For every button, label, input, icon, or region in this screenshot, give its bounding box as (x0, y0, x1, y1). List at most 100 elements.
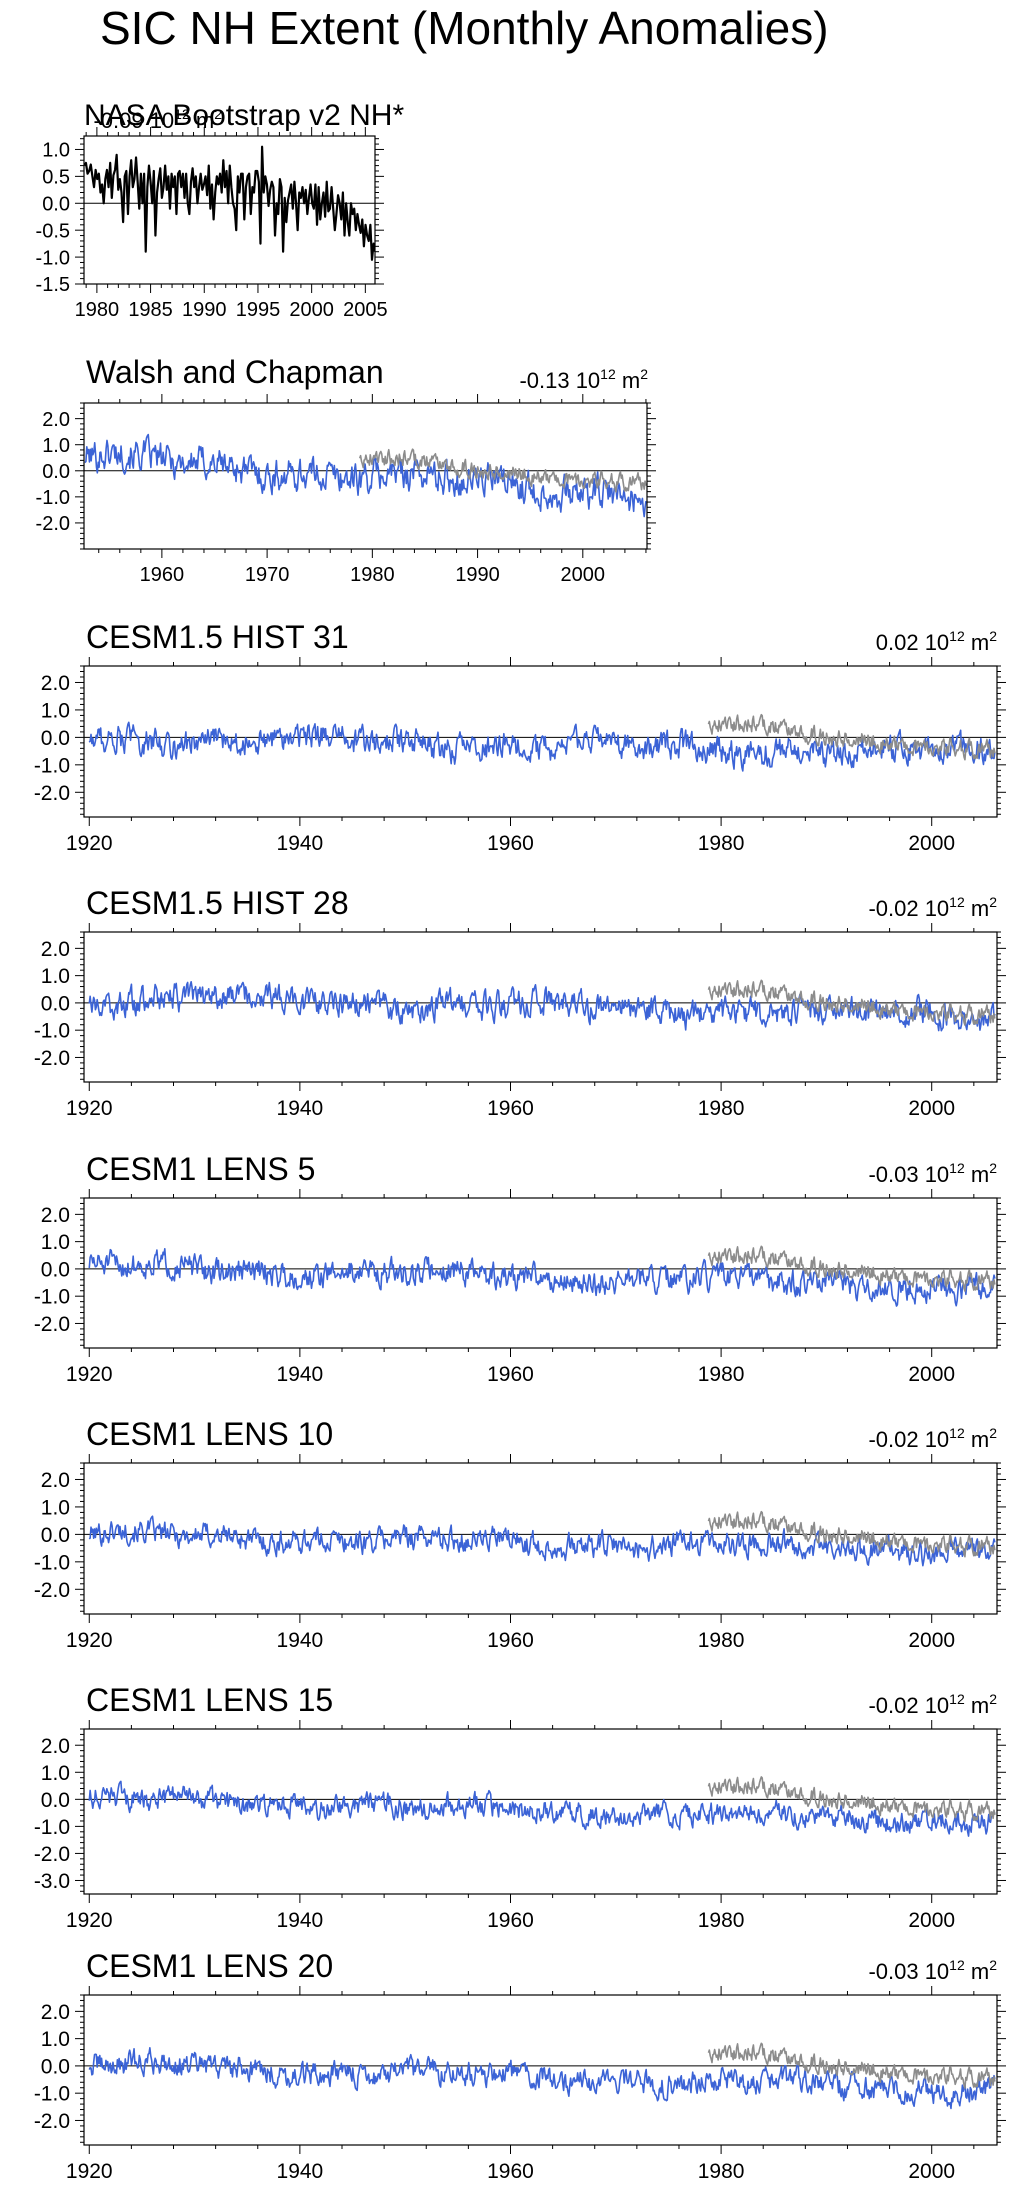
x-tick-label: 2000 (908, 2160, 955, 2183)
y-tick-label: 1.0 (41, 2028, 70, 2051)
x-tick-label: 1995 (236, 299, 281, 321)
series-line-model (88, 721, 996, 772)
series-line-obs (707, 2042, 996, 2089)
series-line-model (88, 1247, 996, 1307)
x-tick-label: 2000 (908, 1097, 955, 1120)
x-tick-label: 1980 (698, 1363, 745, 1386)
series-line-obs (707, 1245, 996, 1292)
y-tick-label: -1.0 (36, 487, 70, 509)
x-tick-label: 1970 (245, 564, 290, 586)
x-tick-label: 1985 (128, 299, 173, 321)
y-tick-label: 2.0 (42, 409, 70, 431)
panel-1: NASA Bootstrap v2 NH*-0.09 1012 m2 1980 19… (36, 99, 405, 321)
y-tick-label: 2.0 (41, 2001, 70, 2024)
trend-label: -0.13 1012 m2 (519, 366, 648, 393)
series-line-model (88, 1780, 996, 1837)
figure-title: SIC NH Extent (Monthly Anomalies) (100, 2, 829, 54)
x-tick-label: 2000 (908, 1909, 955, 1932)
panel-8: CESM1 LENS 20 -0.03 1012 m2 1920 1940 1960 19… (34, 1948, 1006, 2183)
y-tick-label: 1.0 (41, 1231, 70, 1254)
x-tick-label: 1920 (66, 1629, 113, 1652)
y-tick-label: 0.0 (41, 1789, 70, 1812)
y-tick-label: -1.0 (34, 1816, 70, 1839)
x-tick-label: 1960 (487, 2160, 534, 2183)
y-tick-label: 2.0 (41, 672, 70, 695)
panel-6: CESM1 LENS 10 -0.02 1012 m2 1920 1940 1960 19… (34, 1416, 1006, 1652)
series-line-obs (358, 448, 647, 493)
x-tick-label: 2000 (908, 1629, 955, 1652)
trend-label: -0.03 1012 m2 (868, 1957, 997, 1984)
y-tick-label: 2.0 (41, 1735, 70, 1758)
y-tick-label: -2.0 (34, 1579, 70, 1602)
trend-label: -0.02 1012 m2 (868, 1425, 997, 1452)
plot-frame (83, 665, 998, 818)
y-tick-label: 2.0 (41, 1469, 70, 1492)
y-tick-label: -1.0 (34, 1286, 70, 1309)
plot-frame (83, 402, 648, 550)
panel-title: NASA Bootstrap v2 NH* (84, 99, 404, 132)
panel-2: Walsh and Chapman -0.13 1012 m2 1960 1970 19… (36, 354, 656, 586)
x-tick-label: 1980 (698, 1629, 745, 1652)
x-tick-label: 1960 (487, 1629, 534, 1652)
y-tick-label: 2.0 (41, 1204, 70, 1227)
series-line-obs (707, 1510, 996, 1558)
panel-title: CESM1.5 HIST 28 (86, 885, 349, 921)
y-tick-label: -1.5 (36, 274, 70, 296)
panel-title: CESM1 LENS 20 (86, 1948, 333, 1984)
x-tick-label: 1960 (140, 564, 185, 586)
x-tick-label: 1920 (66, 1909, 113, 1932)
y-tick-label: -2.0 (36, 513, 70, 535)
y-tick-label: 1.0 (41, 965, 70, 988)
y-tick-label: -1.0 (34, 1020, 70, 1043)
y-tick-label: 0.5 (42, 167, 70, 189)
plot-frame (83, 135, 376, 285)
x-tick-label: 1980 (350, 564, 395, 586)
x-tick-label: 1940 (277, 1363, 324, 1386)
x-tick-label: 1920 (66, 2160, 113, 2183)
panel-5: CESM1 LENS 5 -0.03 1012 m2 1920 1940 1960 198… (34, 1151, 1006, 1386)
panel-3: CESM1.5 HIST 31 0.02 1012 m2 1920 1940 1960 1… (34, 619, 1006, 855)
series-line-nasa (84, 145, 375, 261)
x-tick-label: 1940 (277, 832, 324, 855)
x-tick-label: 1980 (75, 299, 120, 321)
panel-title: CESM1 LENS 10 (86, 1416, 333, 1452)
x-tick-label: 2000 (908, 832, 955, 855)
x-tick-label: 1940 (277, 1909, 324, 1932)
y-tick-label: -1.0 (36, 247, 70, 269)
y-tick-label: 0.0 (42, 461, 70, 483)
x-tick-label: 1980 (698, 1097, 745, 1120)
trend-label: 0.02 1012 m2 (876, 628, 997, 655)
x-tick-label: 2000 (908, 1363, 955, 1386)
x-tick-label: 1960 (487, 1097, 534, 1120)
y-tick-label: 0.0 (41, 992, 70, 1015)
y-tick-label: -2.0 (34, 2110, 70, 2133)
x-tick-label: 1920 (66, 1363, 113, 1386)
x-tick-label: 1980 (698, 2160, 745, 2183)
y-tick-label: 1.0 (42, 435, 70, 457)
x-tick-label: 1920 (66, 1097, 113, 1120)
x-tick-label: 1940 (277, 1629, 324, 1652)
series-line-model (88, 1515, 996, 1567)
y-tick-label: 1.0 (41, 1496, 70, 1519)
y-tick-label: -2.0 (34, 1047, 70, 1070)
y-tick-label: -0.5 (36, 220, 70, 242)
panel-title: CESM1 LENS 5 (86, 1151, 315, 1187)
y-tick-label: 1.0 (42, 140, 70, 162)
series-line-obs (707, 1776, 996, 1823)
y-tick-label: 2.0 (41, 938, 70, 961)
y-tick-label: -1.0 (34, 2083, 70, 2106)
plot-frame (83, 931, 998, 1083)
plot-frame (83, 1462, 998, 1615)
x-tick-label: 1990 (455, 564, 500, 586)
panel-4: CESM1.5 HIST 28 -0.02 1012 m2 1920 1940 1960… (34, 885, 1006, 1120)
series-line-obs (707, 713, 996, 761)
x-tick-label: 1980 (698, 832, 745, 855)
panel-title: CESM1 LENS 15 (86, 1682, 333, 1718)
x-tick-label: 1960 (487, 1909, 534, 1932)
y-tick-label: 0.0 (41, 1258, 70, 1281)
plot-frame (83, 1197, 998, 1349)
y-tick-label: 1.0 (41, 699, 70, 722)
y-tick-label: -1.0 (34, 754, 70, 777)
x-tick-label: 1920 (66, 832, 113, 855)
y-tick-label: 0.0 (42, 193, 70, 215)
